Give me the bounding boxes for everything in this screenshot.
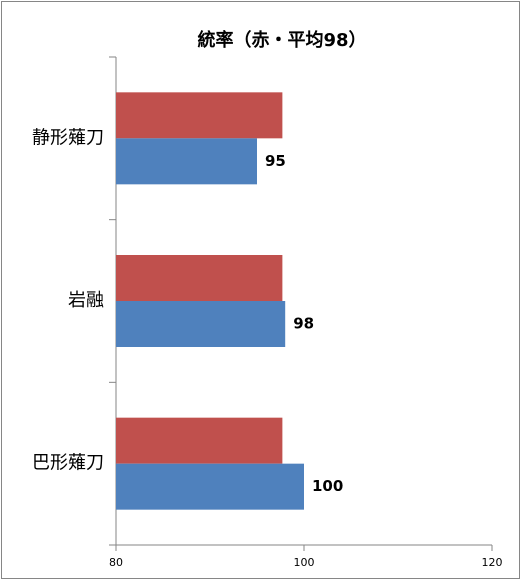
- y-tick-label: 巴形薙刀: [32, 453, 104, 474]
- bar: [116, 255, 283, 301]
- y-tick-label: 岩融: [68, 290, 104, 311]
- x-tick-label: 120: [482, 556, 503, 569]
- bar: [116, 463, 304, 510]
- bar: [116, 417, 283, 464]
- data-label: 98: [293, 315, 314, 333]
- data-label: 95: [265, 152, 286, 170]
- bar: [116, 301, 286, 347]
- y-tick-label: 静形薙刀: [32, 127, 104, 148]
- bar: [116, 138, 257, 185]
- bar: [116, 92, 283, 139]
- data-label: 100: [312, 477, 343, 495]
- x-tick-label: 80: [109, 556, 123, 569]
- x-tick-label: 100: [294, 556, 315, 569]
- chart-title: 統率（赤・平均98）: [197, 29, 366, 51]
